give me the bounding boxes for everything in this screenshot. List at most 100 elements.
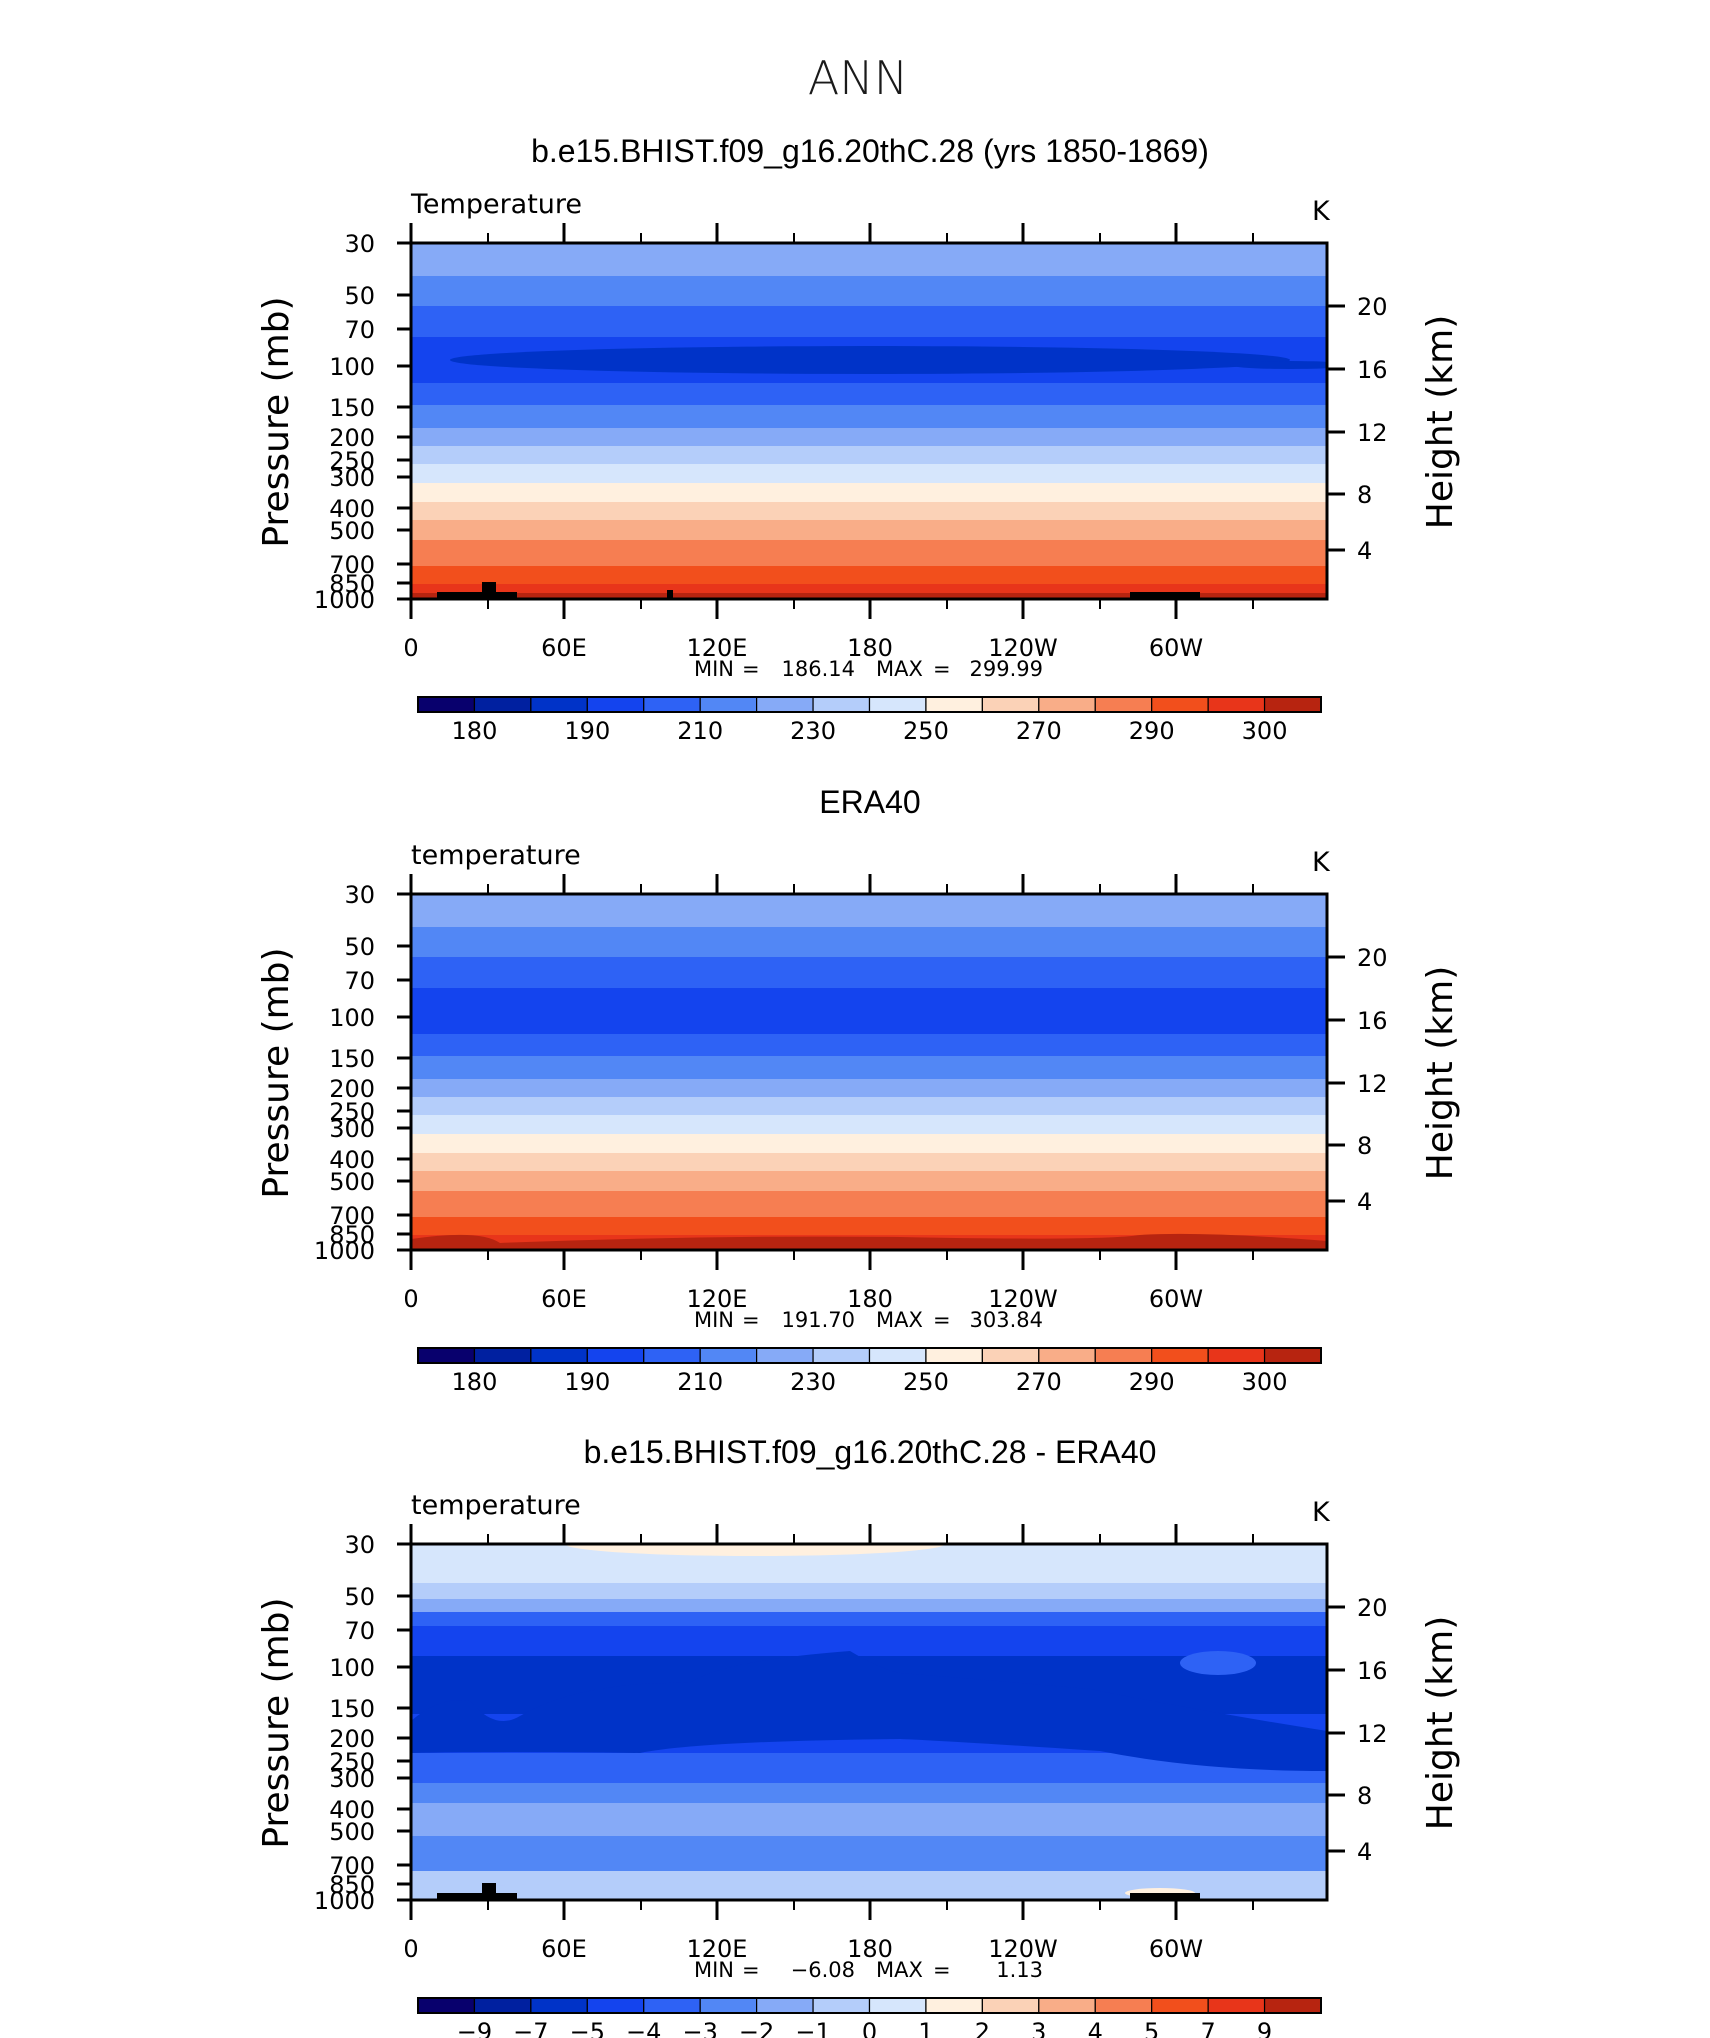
colorbar-swatch: [981, 1347, 1040, 1364]
max-label: MAX: [876, 1308, 923, 1332]
colorbar-label: 2: [975, 2018, 990, 2038]
colorbar-label: −2: [739, 2018, 774, 2038]
colorbar-label: 270: [1016, 717, 1062, 745]
colorbar-label: −3: [682, 2018, 717, 2038]
pressure-tick-label: 30: [344, 881, 375, 909]
contour-cold-core: [1230, 361, 1327, 369]
lon-tick-label: 120E: [687, 1285, 748, 1313]
pressure-tick-label: 850: [329, 570, 375, 598]
topography-block: [482, 1883, 496, 1893]
contour-cold-core: [450, 346, 1290, 374]
colorbar-swatch: [1038, 1347, 1096, 1364]
colorbar-swatch: [1263, 1347, 1322, 1364]
contour-band: [411, 1079, 1327, 1097]
figure-title: ANN: [808, 51, 908, 105]
minmax-stats: MIN = 186.14 MAX = 299.99: [694, 657, 1043, 681]
contour-band: [411, 988, 1327, 1034]
contour-band: [411, 276, 1327, 306]
colorbar-swatch: [925, 1347, 983, 1364]
colorbar-label: 1: [918, 2018, 933, 2038]
colorbar-label: 180: [452, 1368, 498, 1396]
variable-label: Temperature: [410, 189, 582, 220]
colorbar-swatch: [868, 1347, 927, 1364]
topography-block: [1130, 592, 1200, 599]
contour-band: [411, 1233, 1327, 1250]
min-label: MIN: [694, 657, 734, 681]
contour-band: [411, 1056, 1327, 1079]
panel-title: b.e15.BHIST.f09_g16.20thC.28 (yrs 1850-1…: [531, 133, 1209, 169]
pressure-tick-label: 850: [329, 1871, 375, 1899]
colorbar-label: −7: [513, 2018, 548, 2038]
colorbar-swatch: [1207, 696, 1266, 713]
contour-band: [411, 593, 1327, 599]
pressure-tick-label: 300: [329, 1765, 375, 1793]
contour-band: [411, 1217, 1327, 1235]
colorbar-swatch: [699, 696, 758, 713]
colorbar-swatch: [1207, 1997, 1266, 2014]
contour-band: [411, 1191, 1327, 1217]
height-tick-label: 20: [1357, 293, 1388, 321]
contour-band: [411, 584, 1327, 593]
colorbar-swatch: [1094, 1347, 1153, 1364]
colorbar-label: 230: [790, 1368, 836, 1396]
pressure-axis-title: Pressure (mb): [256, 947, 297, 1198]
height-tick-label: 8: [1357, 1782, 1372, 1810]
pressure-axis-title: Pressure (mb): [256, 296, 297, 547]
contour-field: [411, 1544, 1327, 1900]
colorbar-label: 0: [862, 2018, 877, 2038]
colorbar-swatch: [756, 1997, 814, 2014]
pressure-tick-label: 200: [329, 1725, 375, 1753]
min-value: 191.70: [782, 1308, 855, 1332]
pressure-tick-label: 30: [344, 230, 375, 258]
lon-tick-label: 0: [403, 1935, 418, 1963]
lon-tick-label: 120E: [687, 1935, 748, 1963]
panel-3: b.e15.BHIST.f09_g16.20thC.28 - ERA40temp…: [256, 1434, 1461, 2038]
height-tick-label: 16: [1357, 1007, 1388, 1035]
minmax-stats: MIN = 191.70 MAX = 303.84: [694, 1308, 1043, 1332]
min-label: MIN: [694, 1958, 734, 1982]
colorbar-label: 3: [1031, 2018, 1046, 2038]
contour-band: [411, 1034, 1327, 1056]
colorbar-swatch: [586, 1347, 645, 1364]
colorbar-swatch: [1038, 696, 1096, 713]
pressure-tick-label: 100: [329, 1654, 375, 1682]
pressure-tick-label: 700: [329, 1202, 375, 1230]
pressure-tick-label: 70: [344, 1617, 375, 1645]
max-value: 299.99: [970, 657, 1043, 681]
colorbar: −9 −7 −5 −4 −3 −2 −1 0 1 2 3 4 5 7 9: [417, 1997, 1322, 2038]
contour-band: [411, 502, 1327, 520]
lon-tick-label: 120W: [988, 634, 1058, 662]
contour-band: [411, 1097, 1327, 1115]
colorbar-label: −5: [570, 2018, 605, 2038]
lon-tick-label: 60E: [541, 1935, 587, 1963]
contour-band: [411, 405, 1327, 428]
colorbar-swatch: [756, 1347, 814, 1364]
colorbar-swatch: [981, 696, 1040, 713]
contour-band: [411, 1134, 1327, 1153]
height-tick-label: 4: [1357, 1838, 1372, 1866]
colorbar-swatch: [1151, 696, 1209, 713]
pressure-tick-label: 70: [344, 316, 375, 344]
height-axis-title: Height (km): [1420, 315, 1461, 529]
lon-tick-label: 120W: [988, 1935, 1058, 1963]
max-label: MAX: [876, 1958, 923, 1982]
height-tick-label: 20: [1357, 1594, 1388, 1622]
contour-band: [411, 540, 1327, 566]
units-label: K: [1312, 196, 1331, 227]
max-equals: =: [933, 657, 951, 681]
units-label: K: [1312, 1497, 1331, 1528]
colorbar-label: 290: [1129, 717, 1175, 745]
topography-block: [1130, 1893, 1200, 1900]
colorbar-swatch: [756, 696, 814, 713]
contour-band: [411, 927, 1327, 957]
lon-tick-label: 60E: [541, 634, 587, 662]
contour-band: [411, 1583, 1327, 1599]
pressure-tick-label: 500: [329, 517, 375, 545]
pressure-tick-label: 250: [329, 447, 375, 475]
colorbar-swatch: [1207, 1347, 1266, 1364]
colorbar-swatch: [1263, 696, 1322, 713]
contour-band: [411, 1115, 1327, 1134]
lon-tick-label: 60W: [1149, 634, 1203, 662]
colorbar-label: 190: [564, 717, 610, 745]
